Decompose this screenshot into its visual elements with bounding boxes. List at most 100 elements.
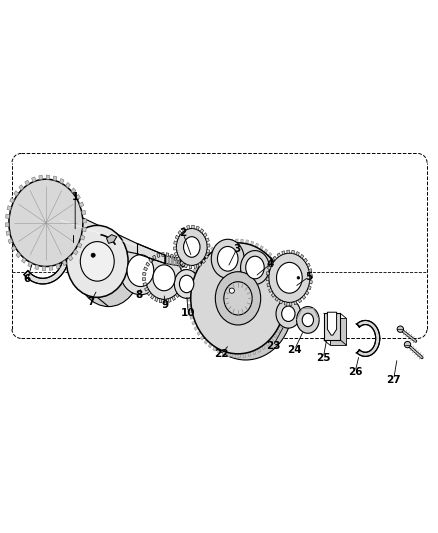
Polygon shape bbox=[39, 175, 42, 180]
Polygon shape bbox=[284, 308, 288, 311]
Text: 27: 27 bbox=[386, 375, 401, 384]
Polygon shape bbox=[275, 261, 279, 266]
Polygon shape bbox=[251, 241, 254, 246]
Polygon shape bbox=[143, 282, 147, 286]
Text: 1: 1 bbox=[71, 192, 79, 202]
Polygon shape bbox=[211, 247, 214, 252]
Polygon shape bbox=[10, 198, 14, 203]
Polygon shape bbox=[278, 266, 282, 271]
Ellipse shape bbox=[127, 255, 154, 287]
Polygon shape bbox=[203, 233, 207, 237]
Polygon shape bbox=[279, 300, 283, 304]
Polygon shape bbox=[270, 261, 273, 265]
Polygon shape bbox=[267, 283, 270, 287]
Polygon shape bbox=[294, 301, 297, 305]
Polygon shape bbox=[180, 264, 184, 269]
Polygon shape bbox=[6, 214, 10, 219]
Polygon shape bbox=[198, 263, 201, 267]
Polygon shape bbox=[241, 239, 243, 243]
Ellipse shape bbox=[180, 275, 194, 293]
Polygon shape bbox=[182, 275, 186, 278]
Polygon shape bbox=[292, 250, 294, 254]
Text: 22: 22 bbox=[214, 349, 229, 359]
Polygon shape bbox=[152, 255, 156, 260]
Ellipse shape bbox=[184, 237, 200, 257]
Polygon shape bbox=[11, 246, 16, 251]
Polygon shape bbox=[277, 253, 280, 257]
Polygon shape bbox=[53, 176, 57, 181]
Polygon shape bbox=[246, 240, 248, 244]
Polygon shape bbox=[187, 225, 190, 229]
Ellipse shape bbox=[153, 265, 175, 290]
Polygon shape bbox=[310, 274, 312, 278]
Polygon shape bbox=[165, 255, 183, 266]
Polygon shape bbox=[175, 235, 179, 239]
Polygon shape bbox=[76, 195, 81, 200]
Ellipse shape bbox=[404, 342, 411, 348]
Text: 9: 9 bbox=[162, 300, 169, 310]
Polygon shape bbox=[273, 256, 276, 260]
Polygon shape bbox=[223, 351, 226, 356]
Text: 3: 3 bbox=[233, 244, 240, 254]
Polygon shape bbox=[174, 241, 177, 244]
Ellipse shape bbox=[91, 253, 95, 257]
Polygon shape bbox=[187, 298, 191, 301]
Polygon shape bbox=[253, 350, 256, 355]
Polygon shape bbox=[178, 230, 182, 235]
Ellipse shape bbox=[120, 246, 161, 295]
Polygon shape bbox=[309, 280, 312, 284]
Polygon shape bbox=[164, 299, 166, 303]
Text: 25: 25 bbox=[316, 353, 331, 363]
Polygon shape bbox=[106, 235, 117, 244]
Polygon shape bbox=[189, 265, 192, 269]
Polygon shape bbox=[207, 249, 210, 253]
Polygon shape bbox=[81, 235, 85, 240]
Polygon shape bbox=[266, 278, 269, 281]
Polygon shape bbox=[7, 206, 11, 211]
Polygon shape bbox=[193, 269, 197, 273]
Polygon shape bbox=[236, 239, 238, 243]
Polygon shape bbox=[5, 223, 9, 227]
Polygon shape bbox=[327, 312, 337, 335]
Ellipse shape bbox=[191, 243, 285, 354]
Ellipse shape bbox=[67, 225, 128, 297]
Polygon shape bbox=[82, 227, 86, 232]
Polygon shape bbox=[220, 242, 223, 246]
Polygon shape bbox=[179, 289, 182, 294]
Ellipse shape bbox=[211, 239, 244, 278]
Ellipse shape bbox=[297, 306, 319, 333]
Polygon shape bbox=[201, 335, 205, 340]
Polygon shape bbox=[146, 262, 150, 266]
Polygon shape bbox=[16, 252, 21, 258]
Polygon shape bbox=[206, 251, 210, 255]
Ellipse shape bbox=[276, 262, 302, 293]
Polygon shape bbox=[197, 331, 201, 335]
Polygon shape bbox=[14, 191, 18, 196]
Polygon shape bbox=[282, 277, 286, 281]
Polygon shape bbox=[143, 272, 146, 276]
Polygon shape bbox=[79, 202, 84, 207]
Text: 10: 10 bbox=[181, 308, 195, 318]
Polygon shape bbox=[49, 266, 53, 270]
Polygon shape bbox=[172, 296, 176, 301]
Polygon shape bbox=[284, 284, 287, 287]
Polygon shape bbox=[173, 247, 177, 250]
Ellipse shape bbox=[282, 306, 295, 321]
Ellipse shape bbox=[215, 272, 261, 325]
Polygon shape bbox=[46, 175, 49, 180]
Polygon shape bbox=[324, 313, 340, 340]
Text: 23: 23 bbox=[266, 341, 280, 351]
Polygon shape bbox=[78, 243, 82, 248]
Polygon shape bbox=[272, 256, 276, 261]
Polygon shape bbox=[264, 249, 268, 254]
Polygon shape bbox=[182, 227, 185, 231]
Polygon shape bbox=[270, 338, 274, 342]
Ellipse shape bbox=[9, 179, 83, 266]
Polygon shape bbox=[189, 280, 193, 284]
Polygon shape bbox=[71, 188, 76, 193]
Polygon shape bbox=[66, 182, 71, 188]
Ellipse shape bbox=[180, 260, 186, 266]
Polygon shape bbox=[61, 207, 165, 263]
Polygon shape bbox=[309, 269, 312, 272]
Polygon shape bbox=[260, 246, 263, 251]
